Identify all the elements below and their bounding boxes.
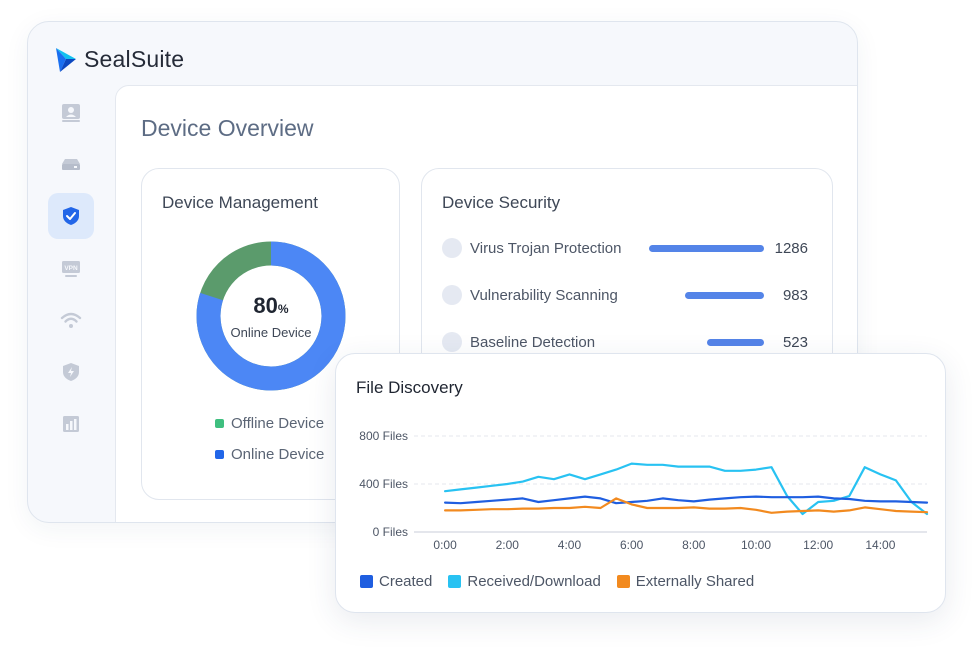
sidebar-item-contacts[interactable]: [48, 89, 94, 135]
security-row-label: Baseline Detection: [470, 334, 596, 351]
legend-online-device: Online Device: [215, 446, 324, 463]
legend-shared-swatch: [616, 575, 630, 588]
y-tick-label: 0 Files: [373, 525, 408, 539]
file-discovery-card: File Discovery 0 Files 400 Files 800 Files…: [335, 353, 946, 613]
donut-center-label: Online Device: [230, 324, 312, 340]
vpn-icon: VPN: [62, 261, 80, 277]
report-chart-icon: [63, 416, 79, 432]
virus-protection-icon: [442, 238, 462, 258]
online-percent-value: 80: [253, 292, 278, 318]
legend-online-label: Online Device: [231, 446, 325, 463]
security-row-baseline[interactable]: Baseline Detection 523: [442, 332, 808, 354]
x-tick-label: 2:00: [496, 538, 520, 552]
x-tick-label: 4:00: [558, 538, 582, 552]
sidebar-item-security[interactable]: [48, 193, 94, 239]
file-discovery-title: File Discovery: [356, 378, 463, 397]
wifi-icon: [60, 312, 82, 328]
x-tick-label: 8:00: [682, 538, 706, 552]
baseline-detection-icon: [442, 332, 462, 352]
legend-created-label: Created: [379, 573, 433, 590]
device-management-title: Device Management: [162, 193, 318, 212]
online-percent: 80%: [253, 293, 288, 319]
shield-check-icon: [63, 207, 79, 225]
legend-received-download[interactable]: Received/Download: [448, 573, 601, 590]
sidebar-item-protection[interactable]: [48, 349, 94, 395]
security-row-bar: [684, 292, 764, 299]
security-row-label: Virus Trojan Protection: [470, 240, 622, 257]
sidebar-item-reports[interactable]: [48, 401, 94, 447]
legend-offline-device: Offline Device: [215, 415, 324, 432]
legend-externally-shared[interactable]: Externally Shared: [616, 573, 755, 590]
x-tick-label: 10:00: [741, 538, 771, 552]
x-tick-label: 0:00: [433, 538, 457, 552]
device-security-title: Device Security: [442, 193, 561, 212]
device-drive-icon: [62, 159, 80, 170]
contact-card-icon: [62, 104, 80, 122]
legend-received-swatch: [448, 575, 462, 588]
page-title: Device Overview: [141, 115, 314, 141]
device-donut-chart: [196, 241, 346, 391]
security-row-vulnerability[interactable]: Vulnerability Scanning 983: [442, 285, 808, 307]
security-row-virus[interactable]: Virus Trojan Protection 1286: [442, 238, 808, 260]
legend-offline-label: Offline Device: [231, 415, 325, 432]
x-tick-label: 14:00: [865, 538, 895, 552]
series-line-externally-shared: [443, 497, 929, 514]
donut-center: 80% Online Device: [194, 239, 348, 393]
security-row-label: Vulnerability Scanning: [470, 287, 618, 304]
online-percent-unit: %: [277, 301, 289, 316]
y-tick-label: 400 Files: [359, 477, 408, 491]
chart-legend: Created Received/Download Externally Sha…: [360, 573, 754, 590]
legend-created-swatch: [360, 575, 373, 588]
brand-logo[interactable]: SealSuite: [54, 46, 184, 73]
app-name: SealSuite: [84, 46, 185, 72]
vulnerability-scan-icon: [442, 285, 462, 305]
security-row-value: 1286: [774, 240, 808, 257]
sealsuite-logo-icon: [56, 47, 76, 72]
file-discovery-chart: 0 Files 400 Files 800 Files 0:00 2:00 4:00 6:0…: [359, 429, 929, 552]
sidebar-item-wifi[interactable]: [48, 297, 94, 343]
security-row-value: 523: [782, 334, 808, 351]
sidebar-item-devices[interactable]: [48, 141, 94, 187]
security-row-value: 983: [782, 287, 808, 304]
series-line-received-download: [443, 462, 929, 516]
shield-bolt-icon: [63, 363, 79, 381]
x-tick-label: 6:00: [620, 538, 644, 552]
sidebar-item-vpn[interactable]: VPN: [48, 245, 94, 291]
series-line-created: [443, 495, 929, 505]
security-row-bar: [649, 245, 764, 252]
legend-created[interactable]: Created: [360, 573, 432, 590]
vpn-icon-label: VPN: [64, 265, 78, 272]
legend-received-label: Received/Download: [467, 573, 601, 590]
x-tick-label: 12:00: [803, 538, 833, 552]
legend-shared-label: Externally Shared: [635, 573, 755, 590]
legend-online-swatch: [215, 450, 224, 459]
legend-offline-swatch: [215, 419, 224, 428]
y-tick-label: 800 Files: [359, 429, 408, 443]
donut-online-arc: [196, 241, 346, 391]
security-row-bar: [706, 339, 764, 346]
